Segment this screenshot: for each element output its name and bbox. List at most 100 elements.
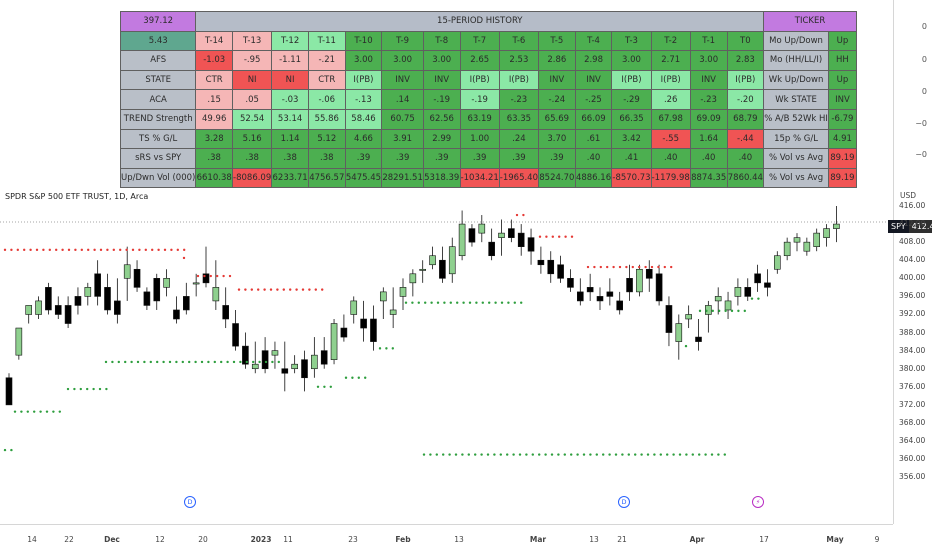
red-stop-dot — [144, 248, 147, 252]
green-stop-dot — [672, 453, 675, 456]
candle-up — [823, 228, 830, 238]
time-axis[interactable]: 14 22 Dec 12 20 2023 11 23 Feb 13 Mar 13 21 Apr 17 May 9… — [0, 496, 893, 551]
green-stop-dot — [544, 453, 547, 456]
red-stop-dot — [67, 248, 71, 252]
green-stop-dot — [417, 301, 420, 304]
red-stop-dot — [61, 248, 64, 252]
indicator-price-axis[interactable]: 0 0 0 −0 −0 — [893, 0, 932, 186]
red-stop-dot — [650, 265, 654, 269]
red-stop-dot — [631, 265, 634, 269]
red-stop-dot — [663, 265, 666, 269]
candle-down — [222, 305, 229, 320]
value-cell: 3.28 — [195, 128, 234, 150]
price-tick: 400.00 — [899, 273, 926, 283]
value-cell: INV — [538, 69, 576, 91]
candle-up — [399, 287, 407, 297]
green-stop-dot — [531, 453, 534, 456]
value-cell: 66.35 — [611, 108, 652, 130]
red-stop-dot — [157, 248, 160, 252]
value-cell: 3.00 — [344, 50, 383, 71]
candle-up — [123, 264, 131, 279]
ticker-value-cell: Up — [827, 69, 857, 91]
price-axis[interactable]: USD SPY 412.46 416.00 412.00 408.00 404.00 4… — [888, 186, 932, 524]
green-stop-dot — [698, 453, 701, 456]
candle-down — [320, 350, 328, 365]
red-stop-dot — [618, 265, 622, 269]
candle-down — [645, 268, 653, 279]
price-tick: 364.00 — [899, 436, 926, 446]
green-stop-dot — [422, 453, 426, 456]
price-cell: 397.12 — [119, 11, 197, 32]
dividend-event-icon[interactable]: D — [184, 496, 196, 508]
price-tick: 404.00 — [899, 255, 926, 265]
green-stop-dot — [513, 301, 516, 304]
candle-up — [379, 291, 387, 302]
red-stop-dot — [125, 248, 128, 252]
green-stop-dot — [239, 360, 242, 364]
value-cell: 58.46 — [344, 108, 383, 130]
value-cell: 53.14 — [271, 108, 309, 130]
red-stop-dot — [612, 265, 615, 269]
green-stop-dot — [518, 453, 522, 456]
candle-down — [45, 287, 52, 311]
value-cell: 4886.16 — [574, 167, 613, 189]
green-stop-dot — [124, 360, 127, 364]
candle-down — [754, 273, 761, 284]
value-cell: -.95 — [232, 50, 273, 71]
green-stop-dot — [156, 360, 159, 364]
green-stop-dot — [364, 376, 367, 379]
red-stop-dot — [99, 248, 103, 252]
split-event-icon[interactable]: ⚡ — [752, 496, 764, 508]
red-stop-dot — [3, 248, 7, 252]
time-tick: 9 — [874, 535, 880, 544]
value-cell: INV — [381, 69, 424, 91]
red-stop-dot — [295, 288, 298, 291]
candle-up — [350, 300, 358, 315]
indicator-axis-tick: −0 — [915, 119, 927, 128]
period-label-cell: T-5 — [538, 30, 576, 52]
green-stop-dot — [220, 360, 223, 364]
green-stop-dot — [488, 301, 491, 304]
green-stop-dot — [525, 453, 528, 456]
value-cell: 3.00 — [611, 50, 652, 71]
value-cell: -.19 — [422, 89, 461, 110]
red-stop-dot — [170, 248, 173, 252]
green-stop-dot — [494, 301, 497, 304]
value-cell: .05 — [232, 89, 273, 110]
green-stop-dot — [480, 453, 483, 456]
candle-up — [419, 268, 427, 271]
price-tick: 380.00 — [899, 363, 926, 373]
ticker-label-cell: Mo (HH/LL/I) — [763, 50, 829, 71]
candle-up — [783, 241, 791, 257]
price-tick: 356.00 — [899, 472, 926, 482]
value-cell: -.23 — [689, 89, 728, 110]
green-stop-dot — [3, 448, 7, 452]
price-chart[interactable] — [0, 186, 893, 524]
green-stop-dot — [258, 360, 261, 364]
red-stop-dot — [183, 248, 186, 252]
green-stop-dot — [520, 301, 523, 304]
last-price-value: 412.46 — [908, 220, 932, 233]
value-cell: -.03 — [271, 89, 309, 110]
dividend-event-icon[interactable]: D — [618, 496, 630, 508]
candle-down — [616, 300, 624, 311]
red-stop-dot — [93, 248, 96, 252]
value-cell: -1.03 — [195, 50, 234, 71]
green-stop-dot — [563, 453, 566, 456]
value-cell: -8086.09 — [232, 167, 273, 189]
green-stop-dot — [245, 360, 248, 364]
green-stop-dot — [467, 453, 470, 456]
green-stop-dot — [685, 453, 688, 456]
value-cell: -.20 — [726, 89, 765, 110]
green-stop-dot — [79, 387, 83, 391]
value-cell: -8570.73 — [611, 167, 652, 189]
green-stop-dot — [710, 453, 714, 456]
candle-down — [340, 327, 348, 338]
red-stop-dot — [163, 248, 167, 252]
value-cell: -.55 — [650, 128, 691, 150]
candle-up — [291, 363, 298, 370]
value-cell: 60.75 — [381, 108, 424, 130]
green-stop-dot — [614, 453, 618, 456]
candle-up — [15, 327, 23, 356]
value-cell: 63.19 — [459, 108, 500, 130]
